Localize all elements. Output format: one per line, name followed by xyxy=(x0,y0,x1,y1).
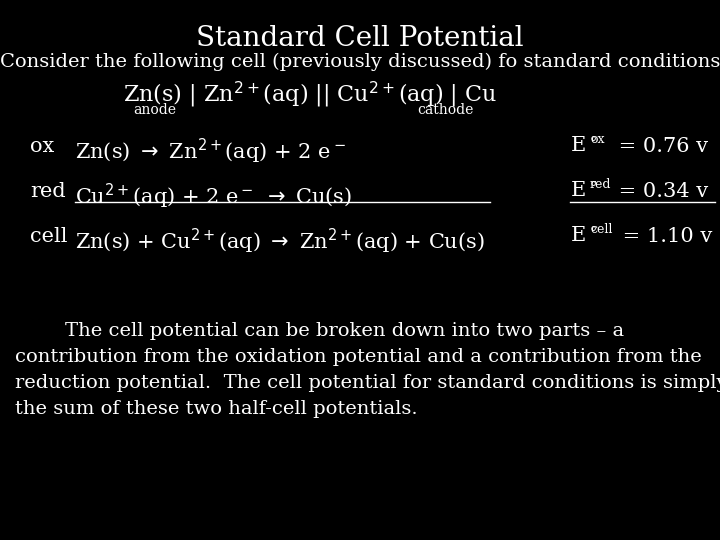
Text: anode: anode xyxy=(133,103,176,117)
Text: the sum of these two half-cell potentials.: the sum of these two half-cell potential… xyxy=(15,400,418,418)
Text: = 0.34 v: = 0.34 v xyxy=(612,182,708,201)
Text: Standard Cell Potential: Standard Cell Potential xyxy=(196,25,524,52)
Text: ox: ox xyxy=(30,137,54,156)
Text: Zn(s) $\rightarrow$ Zn$^{2+}$(aq) + 2 e$^-$: Zn(s) $\rightarrow$ Zn$^{2+}$(aq) + 2 e$… xyxy=(75,137,346,166)
Text: E$^\circ$: E$^\circ$ xyxy=(570,227,597,246)
Text: red: red xyxy=(590,178,611,191)
Text: Zn(s) | Zn$^{2+}$(aq) || Cu$^{2+}$(aq) | Cu: Zn(s) | Zn$^{2+}$(aq) || Cu$^{2+}$(aq) |… xyxy=(123,80,497,110)
Text: The cell potential can be broken down into two parts – a: The cell potential can be broken down in… xyxy=(15,322,624,340)
Text: Consider the following cell (previously discussed) fo standard conditions: Consider the following cell (previously … xyxy=(0,53,720,71)
Text: red: red xyxy=(30,182,66,201)
Text: ox: ox xyxy=(590,133,605,146)
Text: cell: cell xyxy=(30,227,68,246)
Text: cathode: cathode xyxy=(417,103,473,117)
Text: contribution from the oxidation potential and a contribution from the: contribution from the oxidation potentia… xyxy=(15,348,702,366)
Text: E$^\circ$: E$^\circ$ xyxy=(570,182,597,201)
Text: Cu$^{2+}$(aq) + 2 e$^-$ $\rightarrow$ Cu(s): Cu$^{2+}$(aq) + 2 e$^-$ $\rightarrow$ Cu… xyxy=(75,182,352,211)
Text: cell: cell xyxy=(590,223,613,236)
Text: reduction potential.  The cell potential for standard conditions is simply: reduction potential. The cell potential … xyxy=(15,374,720,392)
Text: = 0.76 v: = 0.76 v xyxy=(612,137,708,156)
Text: Zn(s) + Cu$^{2+}$(aq) $\rightarrow$ Zn$^{2+}$(aq) + Cu(s): Zn(s) + Cu$^{2+}$(aq) $\rightarrow$ Zn$^… xyxy=(75,227,485,256)
Text: E$^\circ$: E$^\circ$ xyxy=(570,137,597,157)
Text: = 1.10 v: = 1.10 v xyxy=(616,227,712,246)
